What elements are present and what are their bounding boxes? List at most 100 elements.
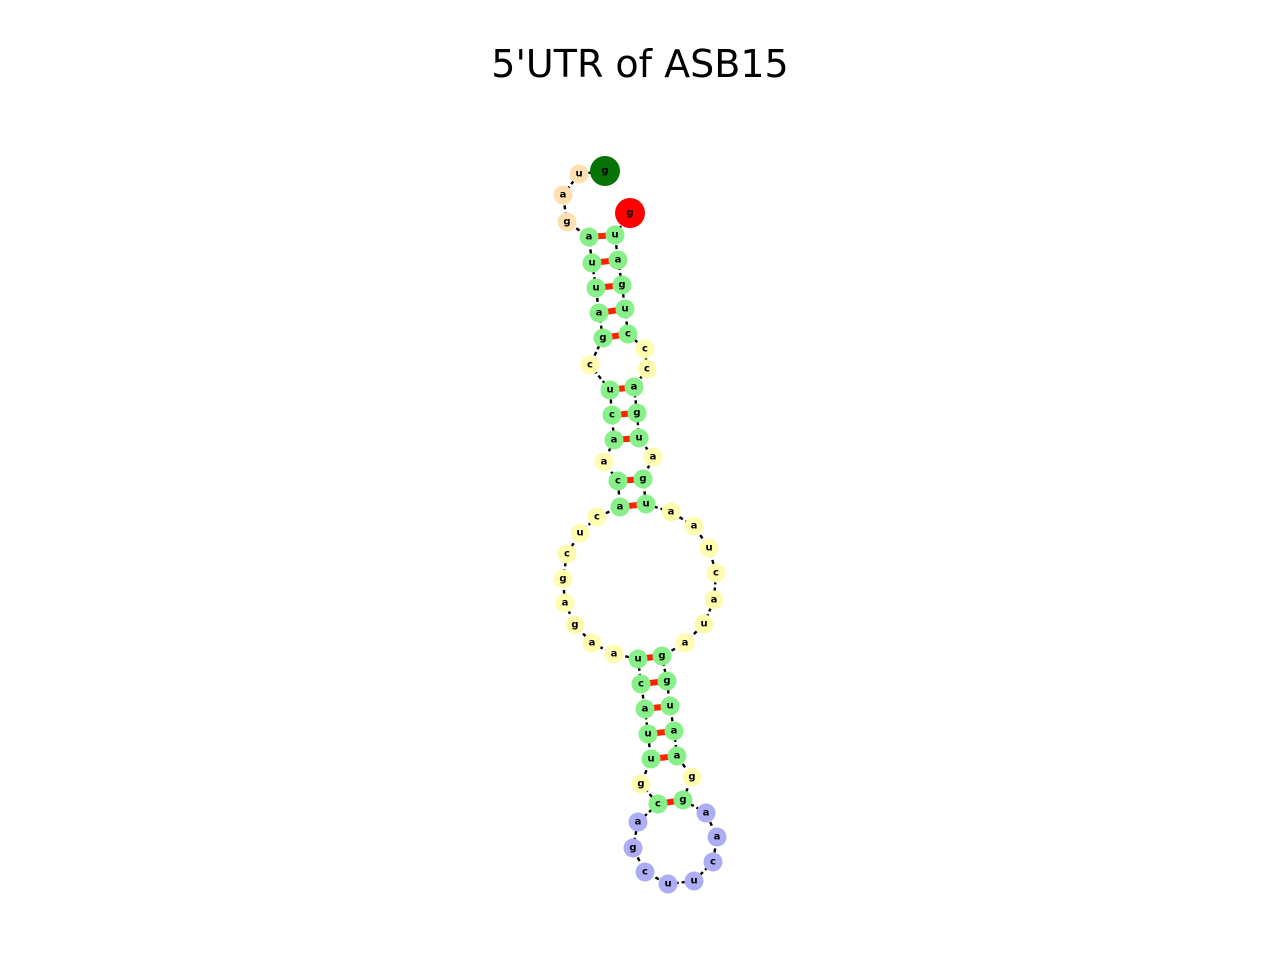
nucleotide: u (582, 253, 602, 273)
nucleotide-label: a (714, 832, 721, 843)
nucleotide-label: u (647, 754, 654, 765)
nucleotide-circle (608, 250, 628, 270)
nucleotide-circle (637, 359, 657, 379)
nucleotide-label: g (559, 574, 566, 585)
nucleotide-circle (600, 380, 620, 400)
nucleotide-label: a (596, 308, 603, 319)
nucleotide: u (600, 380, 620, 400)
nucleotide: a (664, 721, 684, 741)
nucleotide: a (684, 516, 704, 536)
nucleotide-label: a (642, 704, 649, 715)
nucleotide: c (706, 563, 726, 583)
nucleotide-circle (661, 502, 681, 522)
nucleotide: c (637, 359, 657, 379)
nucleotide: u (694, 614, 714, 634)
nucleotide-circle (565, 615, 585, 635)
nucleotide: a (555, 593, 575, 613)
nucleotide: a (643, 447, 663, 467)
nucleotide-circle (684, 516, 704, 536)
nucleotide-label: c (642, 867, 648, 878)
nucleotide-label: u (606, 385, 613, 396)
nucleotide-circle (604, 430, 624, 450)
nucleotide: a (604, 644, 624, 664)
nucleotide-circle (684, 871, 704, 891)
nucleotide-circle (555, 593, 575, 613)
nucleotide-circle (629, 428, 649, 448)
nucleotide-label: a (671, 726, 678, 737)
nucleotide-circle (667, 746, 687, 766)
nucleotide-label: c (710, 857, 716, 868)
nucleotide-label: a (703, 808, 710, 819)
nucleotide-label: a (711, 595, 718, 606)
nucleotide-label: a (668, 507, 675, 518)
nucleotide: a (608, 250, 628, 270)
nucleotide: c (587, 507, 607, 527)
nucleotide-label: a (682, 638, 689, 649)
nucleotide-label: u (621, 304, 628, 315)
nucleotide: g (565, 615, 585, 635)
nucleotide-circle (633, 469, 653, 489)
nucleotide: g (593, 328, 613, 348)
nucleotide: a (579, 227, 599, 247)
nucleotide-circle (615, 299, 635, 319)
nucleotide: a (582, 633, 602, 653)
nucleotide: c (580, 355, 600, 375)
nucleotide-label: g (679, 795, 686, 806)
nucleotide-circle (582, 253, 602, 273)
nucleotide-circle (631, 774, 651, 794)
nucleotide-circle (587, 507, 607, 527)
nucleotide: g (615, 198, 645, 228)
nucleotide: u (658, 874, 678, 894)
nucleotide-label: a (589, 638, 596, 649)
nucleotide-label: u (576, 528, 583, 539)
nucleotide-circle (627, 403, 647, 423)
nucleotide: u (586, 278, 606, 298)
nucleotide-label: g (626, 208, 633, 219)
nucleotide-label: u (700, 619, 707, 630)
nucleotide-circle (673, 790, 693, 810)
nucleotide-label: a (601, 457, 608, 468)
nucleotide-circle (604, 644, 624, 664)
nucleotide-circle (628, 649, 648, 669)
nucleotide: g (590, 156, 620, 186)
nucleotide-label: u (634, 654, 641, 665)
nucleotide: a (667, 746, 687, 766)
nucleotide-circle (638, 724, 658, 744)
nucleotide-circle (675, 633, 695, 653)
nucleotide-circle (624, 377, 644, 397)
nucleotide: c (631, 674, 651, 694)
nucleotide-circle (610, 497, 630, 517)
nucleotide-label: u (588, 258, 595, 269)
nucleotide-label: u (635, 433, 642, 444)
nucleotide-label: u (666, 701, 673, 712)
nucleotide-circle (582, 633, 602, 653)
nucleotide: a (696, 803, 716, 823)
nucleotide-circle (648, 794, 668, 814)
nucleotide-label: u (575, 169, 582, 180)
nucleotide-circle (602, 405, 622, 425)
nucleotide: u (660, 696, 680, 716)
nucleotide-label: g (563, 217, 570, 228)
nucleotide: u (684, 871, 704, 891)
nucleotide-circle (580, 355, 600, 375)
nucleotide-circle (594, 452, 614, 472)
nucleotide-label: u (664, 879, 671, 890)
nucleotide: u (605, 225, 625, 245)
nucleotide-label: g (618, 280, 625, 291)
nucleotide: u (641, 749, 661, 769)
nucleotide-circle (635, 699, 655, 719)
nucleotide-circle (623, 838, 643, 858)
nucleotide-circle (589, 303, 609, 323)
nucleotide-circle (570, 523, 590, 543)
nucleotide-label: g (629, 843, 636, 854)
nucleotide: a (707, 827, 727, 847)
nucleotide: g (652, 646, 672, 666)
nucleotide-label: u (690, 876, 697, 887)
nucleotide-circle (605, 225, 625, 245)
nucleotide-label: a (611, 435, 618, 446)
nucleotide-label: g (639, 474, 646, 485)
nucleotide: c (703, 852, 723, 872)
nucleotide: g (553, 569, 573, 589)
